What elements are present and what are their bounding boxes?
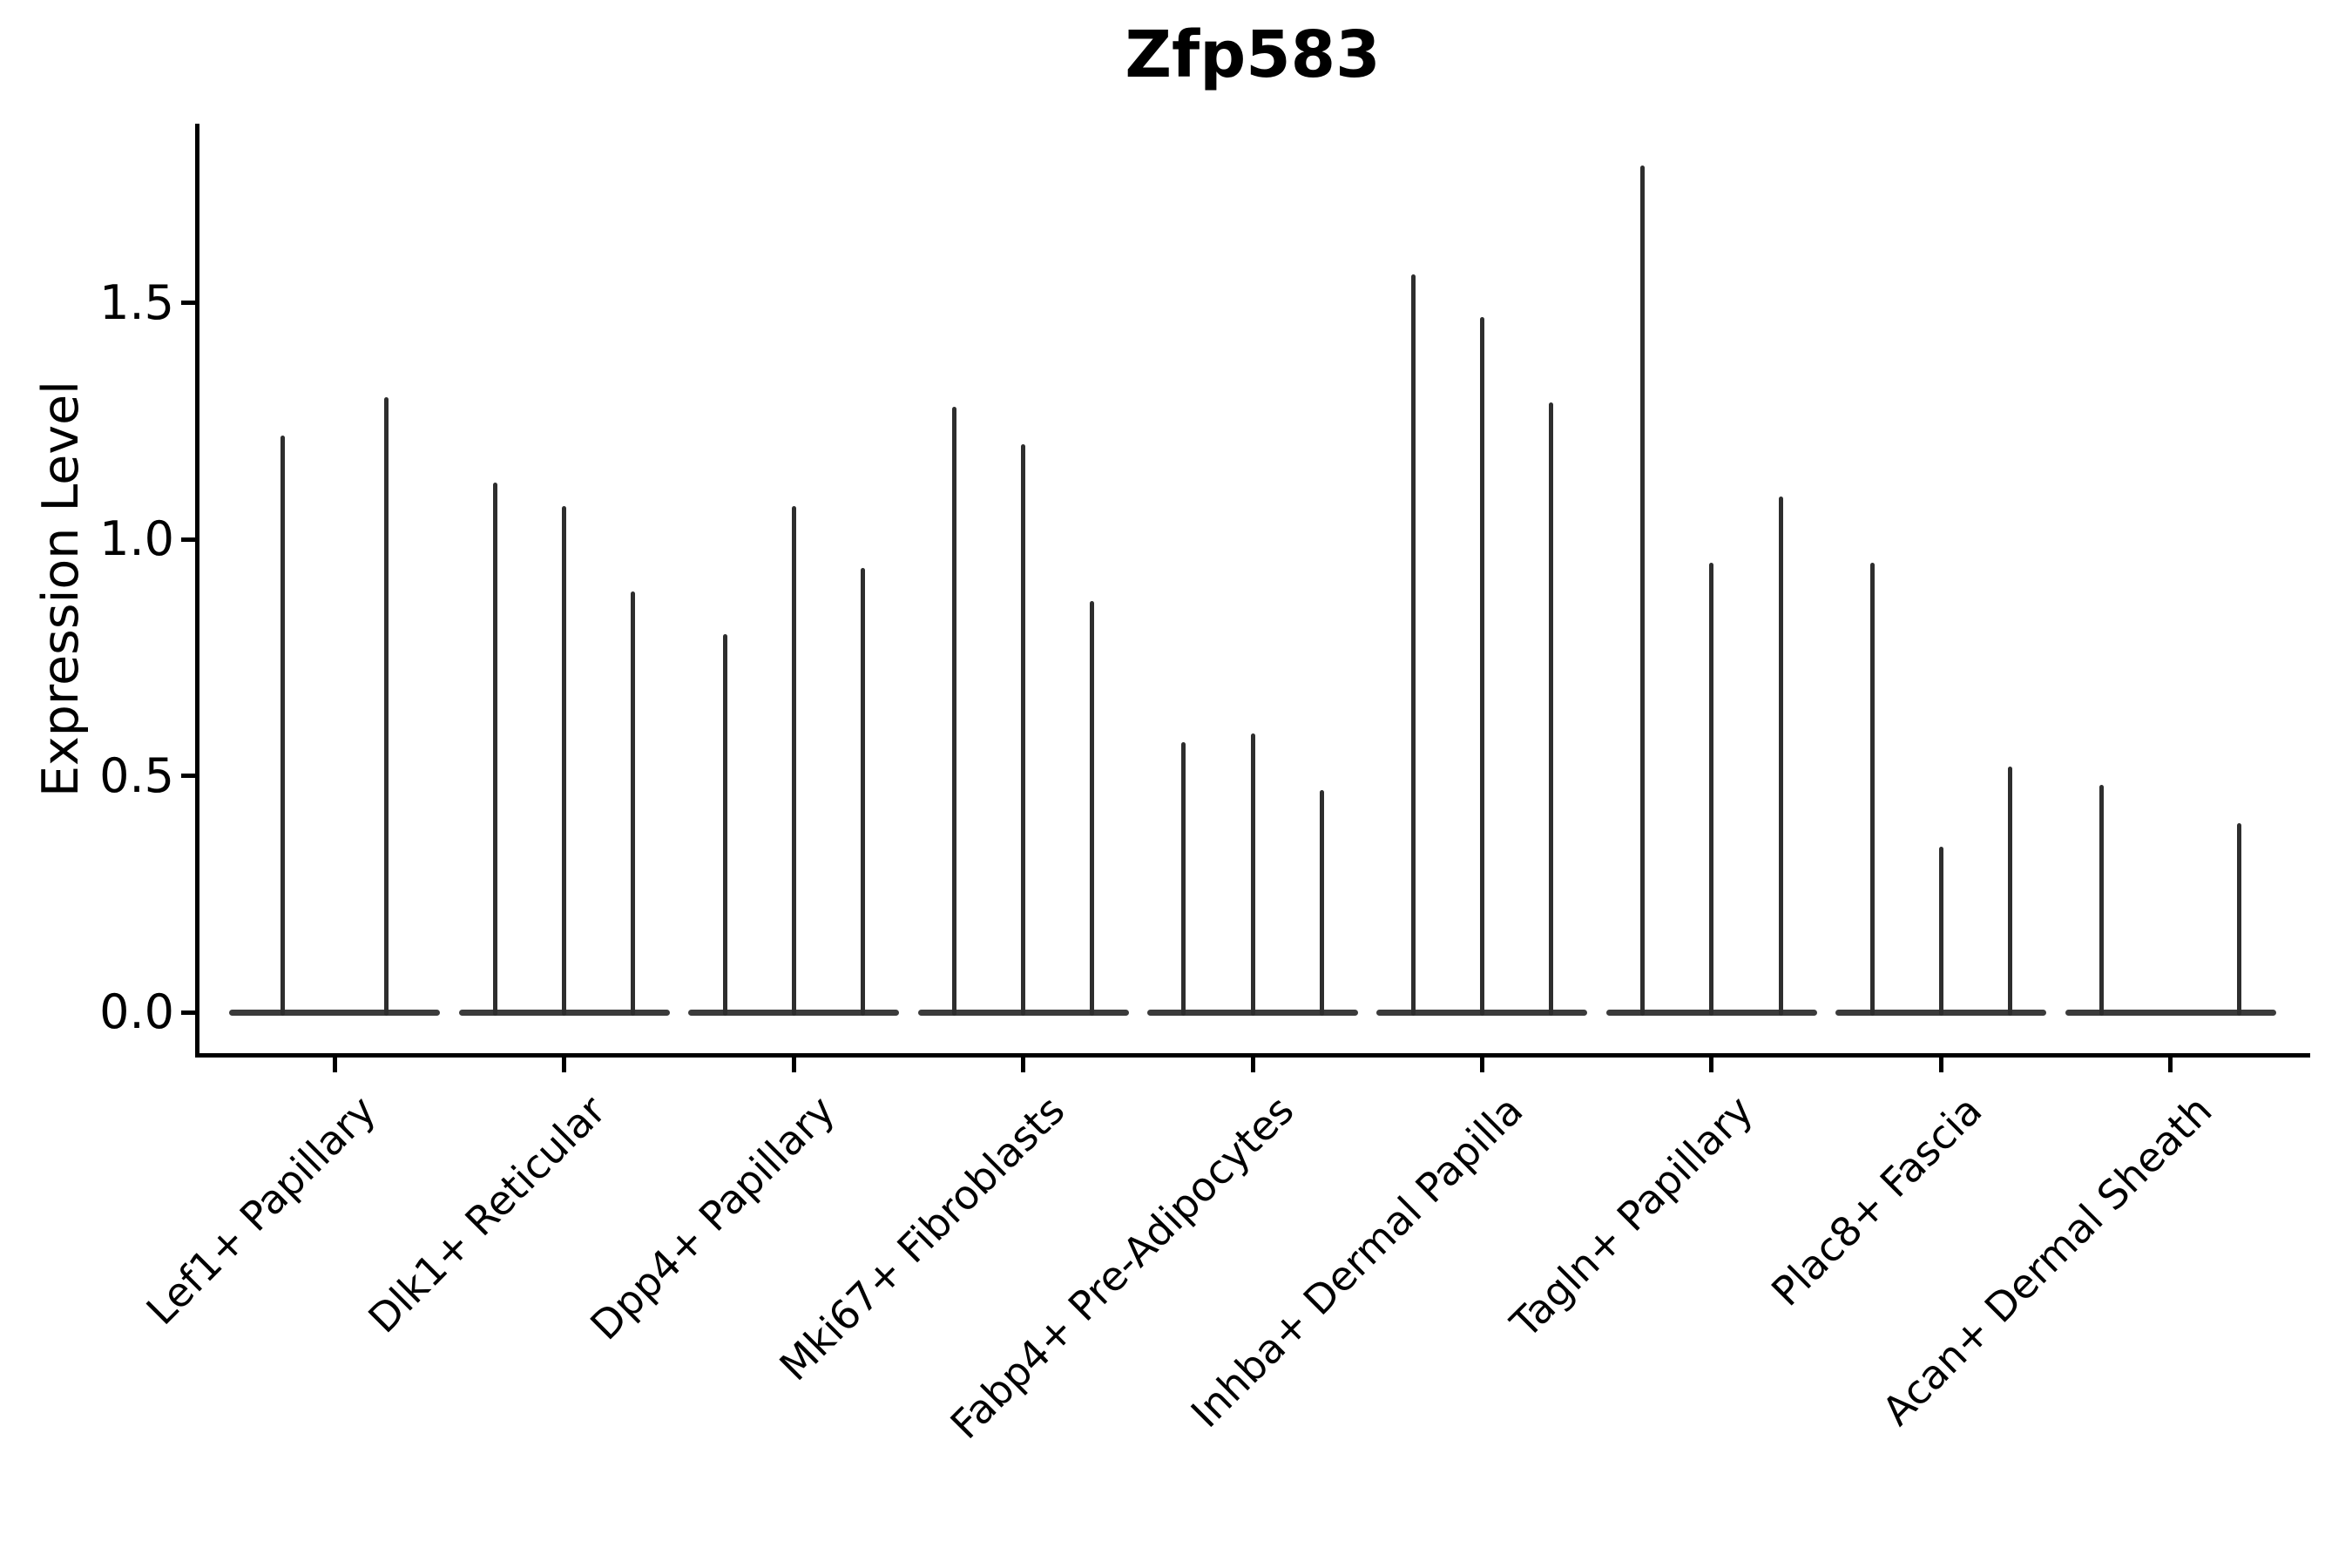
- x-tick: [791, 1058, 796, 1072]
- x-tick-label: Dlk1+ Reticular: [358, 1086, 615, 1342]
- violin-spike: [493, 482, 498, 1016]
- violin-base: [229, 1009, 441, 1016]
- violin-spike: [791, 505, 796, 1016]
- x-tick: [2168, 1058, 2173, 1072]
- y-tick: [181, 1010, 197, 1015]
- x-tick: [1938, 1058, 1943, 1072]
- x-tick: [332, 1058, 337, 1072]
- violin-spike: [1090, 600, 1095, 1016]
- violin-spike: [1181, 742, 1186, 1016]
- violin-spike: [951, 406, 956, 1016]
- x-tick-label: Inhba+ Dermal Papilla: [1182, 1086, 1532, 1437]
- y-tick: [181, 301, 197, 305]
- plot-title: Zfp583: [1125, 17, 1381, 92]
- violin-spike: [1640, 166, 1646, 1016]
- violin-spike: [722, 633, 727, 1016]
- violin-spike: [383, 397, 389, 1016]
- x-tick-label: Mki67+ Fibroblasts: [770, 1086, 1073, 1390]
- x-tick: [1479, 1058, 1484, 1072]
- y-tick-label: 0.0: [99, 984, 174, 1039]
- y-axis-label: Expression Level: [32, 381, 90, 797]
- x-tick-label: Acan+ Dermal Sheath: [1873, 1086, 2221, 1435]
- x-tick: [1709, 1058, 1714, 1072]
- x-tick: [1250, 1058, 1255, 1072]
- x-tick-label: Plac8+ Fascia: [1762, 1086, 1991, 1315]
- x-tick: [562, 1058, 567, 1072]
- violin-spike: [631, 591, 636, 1016]
- violin-base: [2065, 1009, 2276, 1016]
- y-tick-label: 1.0: [99, 511, 174, 566]
- violin-spike: [1021, 444, 1026, 1016]
- y-tick: [181, 774, 197, 778]
- violin-spike: [1319, 789, 1324, 1016]
- y-tick: [181, 537, 197, 542]
- violin-spike: [2007, 766, 2012, 1016]
- violin-spike: [1709, 563, 1714, 1016]
- violin-spike: [1250, 733, 1255, 1016]
- y-tick-label: 0.5: [99, 747, 174, 803]
- violin-spike: [1869, 563, 1875, 1016]
- violin-spike: [2237, 822, 2242, 1016]
- x-axis-spine: [195, 1053, 2310, 1058]
- violin-spike: [1778, 497, 1783, 1016]
- violin-spike: [2099, 785, 2105, 1016]
- x-tick-label: Lef1+ Papillary: [137, 1086, 385, 1335]
- violin-spike: [1479, 316, 1484, 1016]
- x-tick-label: Tagln+ Papillary: [1501, 1086, 1762, 1348]
- violin-spike: [1410, 274, 1416, 1016]
- violin-spike: [1549, 402, 1554, 1016]
- x-tick: [1021, 1058, 1026, 1072]
- violin-spike: [860, 567, 865, 1016]
- violin-spike: [280, 435, 286, 1016]
- violin-spike: [562, 505, 567, 1016]
- x-tick-label: Fabp4+ Pre-Adipocytes: [941, 1086, 1303, 1449]
- y-tick-label: 1.5: [99, 274, 174, 330]
- y-axis-spine: [195, 124, 199, 1058]
- x-tick-label: Dpp4+ Papillary: [581, 1086, 844, 1349]
- violin-spike: [1938, 846, 1943, 1016]
